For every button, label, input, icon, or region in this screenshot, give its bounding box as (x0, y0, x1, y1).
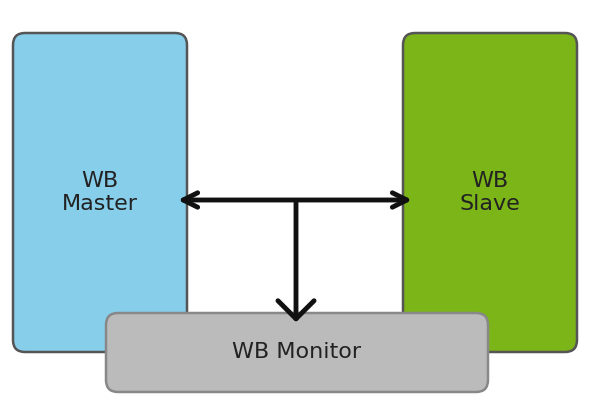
FancyBboxPatch shape (403, 33, 577, 352)
Text: WB
Master: WB Master (62, 171, 138, 214)
FancyBboxPatch shape (13, 33, 187, 352)
FancyBboxPatch shape (106, 313, 488, 392)
Text: WB
Slave: WB Slave (459, 171, 520, 214)
Text: WB Monitor: WB Monitor (233, 342, 362, 362)
